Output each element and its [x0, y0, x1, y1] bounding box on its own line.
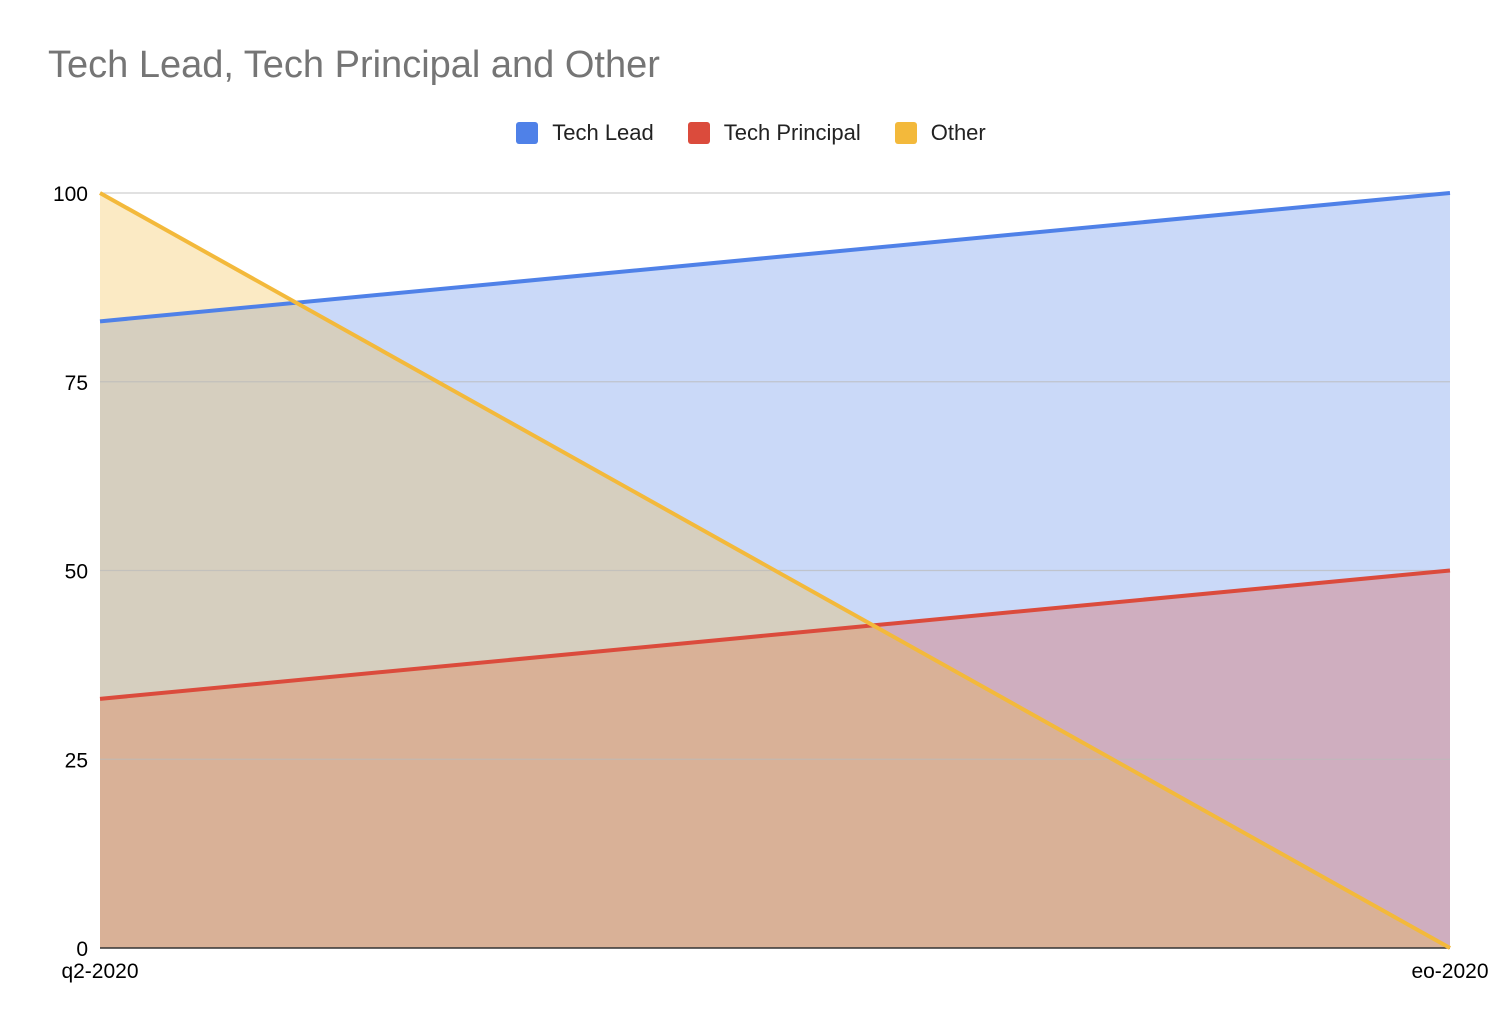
- legend-label: Other: [930, 120, 986, 145]
- y-tick-label: 100: [53, 183, 88, 206]
- y-tick-label: 25: [65, 749, 88, 772]
- legend: Tech Lead Tech Principal Other: [0, 120, 1502, 146]
- y-tick-label: 75: [65, 372, 88, 395]
- series-line: [99, 568, 1451, 701]
- legend-item: Other: [894, 120, 986, 146]
- legend-item: Tech Principal: [687, 120, 861, 146]
- x-tick-label: q2-2020: [61, 960, 138, 983]
- y-tick-label: 0: [76, 938, 88, 961]
- y-tick-label: 50: [65, 561, 88, 584]
- legend-label: Tech Principal: [723, 120, 861, 145]
- x-tick-label: eo-2020: [1411, 960, 1488, 983]
- legend-swatch: [894, 122, 917, 144]
- legend-swatch: [516, 122, 539, 144]
- series-line: [99, 191, 1451, 324]
- legend-item: Tech Lead: [516, 120, 654, 146]
- chart-title: Tech Lead, Tech Principal and Other: [48, 44, 660, 86]
- series-line: [99, 191, 1451, 950]
- legend-label: Tech Lead: [552, 120, 654, 145]
- legend-swatch: [687, 122, 710, 144]
